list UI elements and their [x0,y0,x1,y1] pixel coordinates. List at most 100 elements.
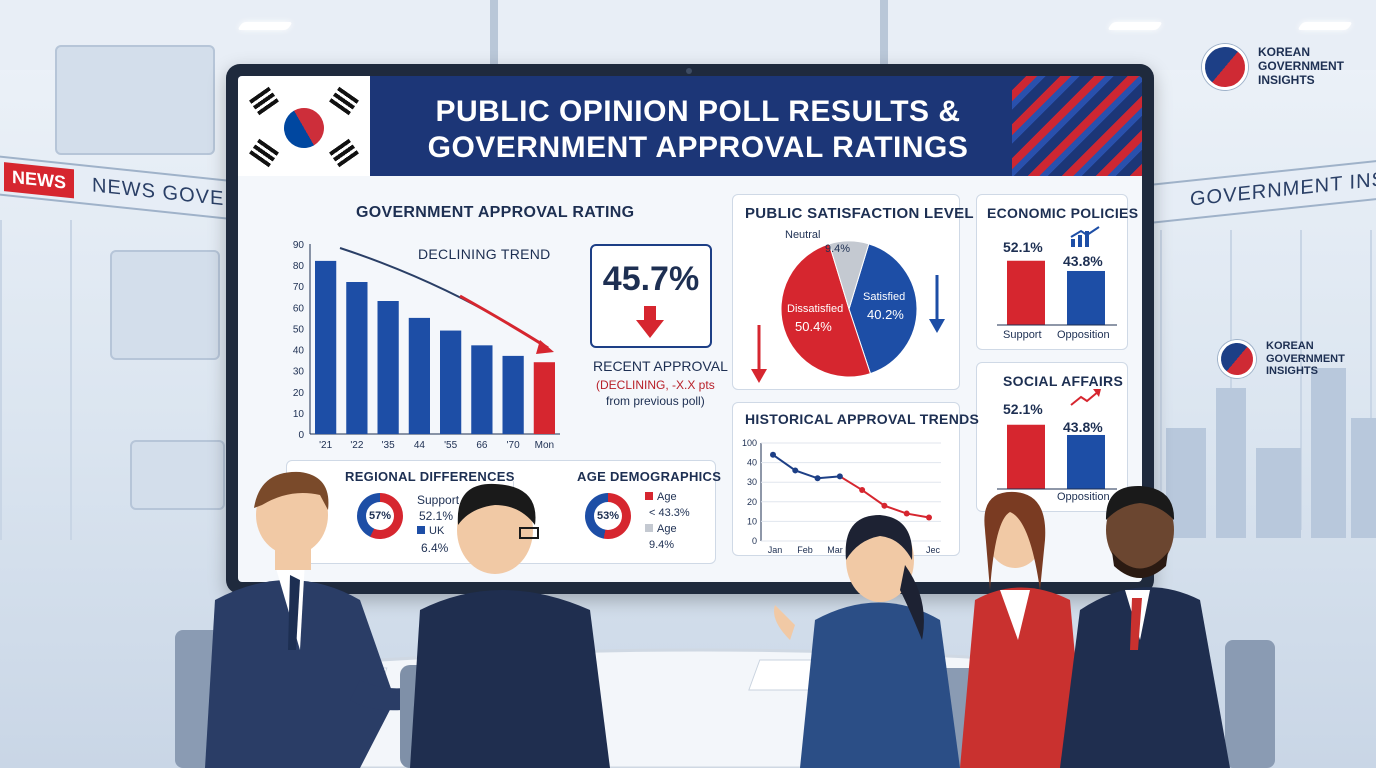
x-tick-label: '21 [319,440,332,451]
economic-opposition-label: Opposition [1057,329,1110,341]
approval-bar [533,362,555,434]
x-tick-label: 44 [414,440,426,451]
y-tick-label: 40 [293,346,305,357]
trend-up-icon [1070,226,1100,247]
pie-slice [780,243,872,378]
ceiling-light [1297,22,1353,30]
down-arrow-icon [644,306,656,320]
ceiling [0,0,1376,70]
ceiling-light [1107,22,1163,30]
logo-line: GOVERNMENT [1258,59,1345,74]
policy-bar [1067,270,1105,325]
window-frames-left [0,220,100,540]
age-value: < 43.3% [649,507,690,519]
approval-bar [502,355,524,434]
approval-bar [471,345,493,434]
dashboard-title: PUBLIC OPINION POLL RESULTS & GOVERNMENT… [378,94,1018,166]
satisfied-value: 40.2% [867,307,904,322]
recent-approval-callout: 45.7% [590,244,712,348]
approval-bar [346,282,368,434]
logo-line: INSIGHTS [1266,365,1318,378]
dissatisfied-value: 50.4% [795,319,832,334]
dissatisfied-label: Dissatisfied [787,303,844,315]
history-point [836,473,843,480]
recent-approval-detail: from previous poll) [606,394,705,408]
logo-line: KOREAN [1258,45,1311,60]
down-arrow-icon [751,325,767,383]
dashboard-screen: PUBLIC OPINION POLL RESULTS & GOVERNMENT… [238,76,1142,582]
regional-uk-value: 6.4% [421,541,449,555]
age-label: Age [657,523,677,535]
history-point [926,514,932,521]
history-point [881,502,888,509]
down-arrow-icon [929,275,945,333]
recent-approval-label: RECENT APPROVAL [593,358,728,374]
trend-arrow [459,294,549,350]
x-tick-label: Feb [797,545,813,555]
neutral-value: 9.4% [825,243,851,255]
x-tick-label: Jec [926,545,941,555]
recent-approval-value: 45.7% [602,260,700,298]
ceiling-beam [490,0,498,70]
y-tick-label: 30 [747,477,757,487]
social-affairs-card: SOCIAL AFFAIRS 52.1% 43.8% Opposition [976,362,1128,512]
y-tick-label: 0 [298,430,304,441]
regional-donut-value: 57% [366,502,394,530]
x-tick-label: '35 [382,440,395,451]
y-tick-label: 50 [293,324,305,335]
y-tick-label: 0 [752,536,757,546]
news-badge: NEWS [4,161,74,198]
age-donut-chart: 53% [585,493,631,539]
arrow-head-icon [536,340,554,354]
trend-up-icon [1070,389,1101,406]
taeguk-logo-icon [1210,332,1264,386]
social-bar-chart [997,424,1117,490]
y-tick-label: 30 [293,367,305,378]
demographics-card: REGIONAL DIFFERENCES 57% Support 52.1% U… [286,460,721,564]
x-tick-label: Jan [768,545,783,555]
wall-display-left-top [55,45,215,155]
economic-title: ECONOMIC POLICIES [987,205,1139,221]
pie-slice [848,243,918,375]
ceiling-light [237,22,293,30]
x-tick-label: '70 [507,440,520,451]
y-tick-label: 60 [293,303,305,314]
policy-bar [1007,260,1045,325]
x-tick-label: '22 [350,440,363,451]
economic-bar-chart [997,260,1117,326]
age-value: 9.4% [649,539,675,551]
economic-opposition-value: 43.8% [1063,253,1103,269]
x-tick-label: Mon [535,440,554,451]
declining-trend-label: DECLINING TREND [418,246,551,262]
history-point [859,487,866,494]
economic-support-value: 52.1% [1003,239,1043,255]
economic-policies-card: ECONOMIC POLICIES 52.1% 43.8% Support Op… [976,194,1138,350]
y-tick-label: 20 [747,497,757,507]
city-skyline [1146,338,1376,538]
historical-line-chart: 0 10 20 30 40 100 Jan Feb Mar Jec [742,438,941,555]
history-point [814,475,821,482]
satisfaction-pie-chart [780,240,918,378]
recent-approval-detail: (DECLINING, -X.X pts [596,378,715,392]
news-ticker-right: GOVERNMENT INSI [1150,160,1376,224]
logo-line: INSIGHTS [1258,72,1315,87]
y-tick-label: 100 [742,438,757,448]
title-line: PUBLIC OPINION POLL RESULTS & [435,95,961,128]
y-tick-label: 20 [293,388,305,399]
ceiling-beam [880,0,888,70]
social-opposition-value: 43.8% [1063,419,1103,435]
approval-bar [377,301,399,434]
policy-bar [1007,424,1045,489]
logo-line: GOVERNMENT [1266,352,1345,365]
divider [513,481,514,553]
logo-line: KOREAN [1266,340,1314,353]
neutral-label: Neutral [785,229,821,241]
age-donut-value: 53% [594,502,622,530]
y-tick-label: 10 [747,516,757,526]
age-title: AGE DEMOGRAPHICS [577,469,722,484]
korean-government-insights-logo-small: KOREAN GOVERNMENT INSIGHTS [1210,332,1345,386]
x-tick-label: '55 [444,440,457,451]
social-title: SOCIAL AFFAIRS [1003,373,1124,389]
approval-chart-title: GOVERNMENT APPROVAL RATING [356,204,635,221]
regional-donut-chart: 57% [357,493,403,539]
